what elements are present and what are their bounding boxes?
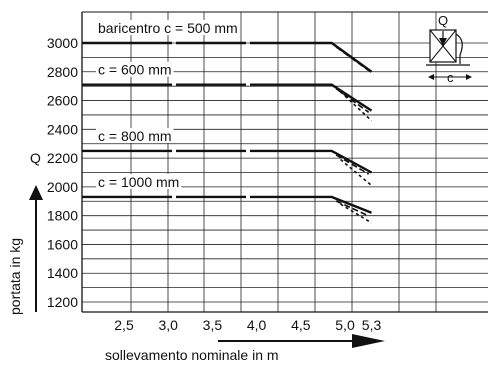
y-tick-label: 1200 bbox=[47, 294, 78, 310]
y-tick-label: 1400 bbox=[47, 265, 78, 281]
series-line bbox=[82, 83, 373, 112]
grid bbox=[82, 12, 488, 312]
x-tick-labels: 2,5 3,0 3,5 4,0 4,5 5,0 5,3 bbox=[114, 317, 381, 333]
y-axis-label: portata in kg bbox=[7, 238, 23, 315]
series-line bbox=[82, 149, 373, 174]
x-tick-label: 3,5 bbox=[203, 317, 223, 333]
series-dotted-line bbox=[340, 203, 372, 224]
y-tick-label: 1600 bbox=[47, 236, 78, 252]
y-axis-arrow bbox=[29, 185, 43, 312]
series-dotted-line bbox=[340, 158, 373, 187]
series-label: baricentro c = 500 mm bbox=[98, 20, 238, 36]
x-tick-label: 3,0 bbox=[158, 317, 178, 333]
x-tick-label: 4,0 bbox=[247, 317, 267, 333]
series-dashed-line bbox=[335, 154, 370, 175]
x-tick-label: 4,5 bbox=[291, 317, 311, 333]
y-tick-label: 2800 bbox=[47, 64, 78, 80]
inset-q-label: Q bbox=[438, 13, 448, 28]
series-label: c = 800 mm bbox=[98, 128, 172, 144]
series-dashed-line bbox=[335, 88, 370, 113]
x-tick-label: 5,0 bbox=[335, 317, 355, 333]
y-tick-label: 2600 bbox=[47, 93, 78, 109]
series-label-bg bbox=[96, 61, 174, 77]
series-line bbox=[82, 41, 373, 73]
series-dashed-line bbox=[335, 46, 370, 72]
series-lines bbox=[82, 41, 373, 224]
x-tick-label: 5,3 bbox=[362, 317, 382, 333]
y-tick-labels: 3000 2800 2600 2400 2200 2000 1800 1600 1400 1200 bbox=[47, 35, 78, 310]
x-axis-arrow bbox=[218, 334, 385, 348]
series-label: c = 1000 mm bbox=[98, 174, 179, 190]
series-label: c = 600 mm bbox=[98, 62, 172, 78]
y-tick-label: 2200 bbox=[47, 150, 78, 166]
load-center-inset: Q c bbox=[426, 13, 472, 85]
series-line bbox=[82, 195, 372, 214]
y-tick-label: 1800 bbox=[47, 208, 78, 224]
series-dotted-line bbox=[340, 91, 373, 122]
x-axis-label: sollevamento nominale in m bbox=[105, 347, 279, 363]
plot-frame bbox=[81, 11, 488, 313]
y-tick-label: 2000 bbox=[47, 179, 78, 195]
y-axis-symbol: Q bbox=[30, 150, 41, 166]
series-label-bg bbox=[96, 127, 174, 143]
y-tick-label: 2400 bbox=[47, 121, 78, 137]
series-labels: baricentro c = 500 mm c = 600 mm c = 800 m… bbox=[96, 20, 240, 190]
x-tick-label: 2,5 bbox=[114, 317, 134, 333]
series-label-bg bbox=[96, 20, 240, 35]
inset-c-label: c bbox=[447, 70, 454, 85]
series-dashed-line bbox=[335, 200, 370, 217]
y-tick-label: 3000 bbox=[47, 35, 78, 51]
series-label-bg bbox=[96, 173, 182, 189]
